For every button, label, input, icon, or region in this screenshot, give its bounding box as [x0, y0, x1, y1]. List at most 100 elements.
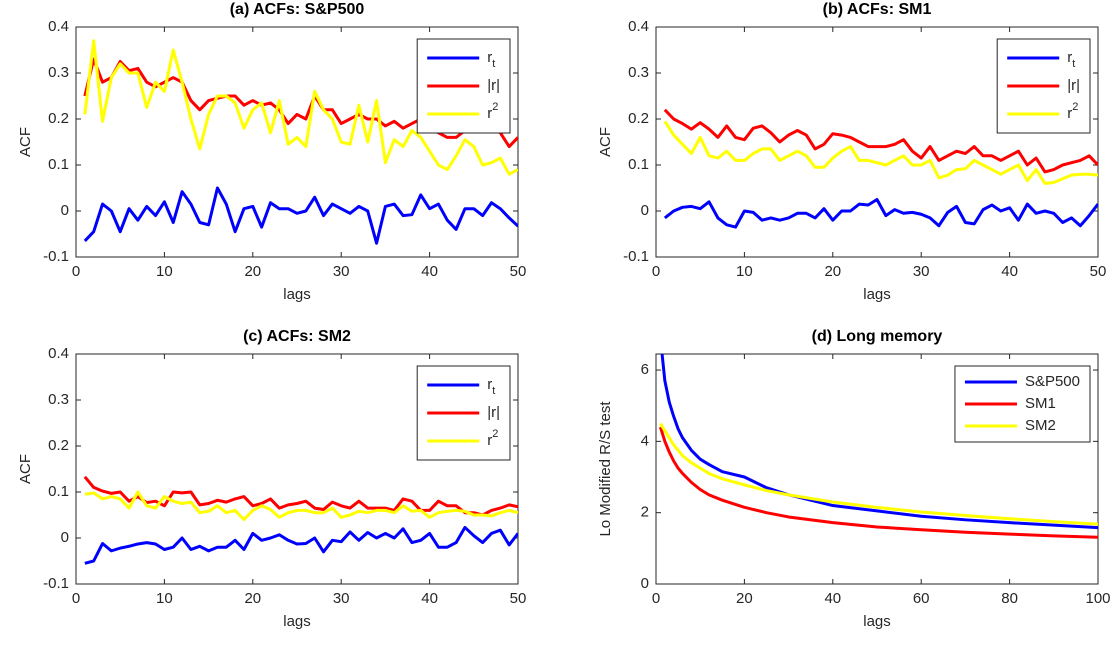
chart-title: (d) Long memory	[812, 328, 943, 345]
y-tick-label: 4	[641, 432, 649, 449]
series-line	[83, 186, 518, 245]
x-tick-label: 20	[244, 263, 261, 280]
series-line	[663, 198, 1098, 229]
legend-label: r2	[1067, 101, 1078, 122]
series-line	[660, 354, 1098, 530]
panel: (d) Long memory 0 20 40 60 80 100 0 2 4 6 lags Lo Mo…	[597, 328, 1111, 630]
y-tick-label: -0.1	[43, 575, 69, 592]
x-tick-label: 30	[913, 263, 930, 280]
axes-box	[655, 353, 1099, 585]
x-tick-label: 40	[1001, 263, 1018, 280]
axes-box	[655, 26, 1099, 258]
x-axis-label: lags	[863, 613, 891, 630]
y-tick-label: 0	[641, 202, 649, 219]
legend-label: rt	[1067, 49, 1075, 70]
axes-box	[75, 353, 519, 585]
legend-label: rt	[487, 376, 495, 397]
legend-label: |r|	[1067, 77, 1080, 94]
y-tick-label: 0	[61, 202, 69, 219]
series-line	[663, 120, 1098, 185]
y-tick-label: 0.3	[48, 64, 69, 81]
legend: rt |r| r2	[416, 365, 511, 461]
plot-lines	[83, 475, 518, 565]
series-line	[663, 108, 1098, 174]
x-tick-label: 10	[156, 263, 173, 280]
series-line	[83, 39, 518, 176]
x-tick-label: 60	[913, 590, 930, 607]
y-tick-label: 0.2	[48, 437, 69, 454]
y-tick-label: 0	[641, 575, 649, 592]
x-tick-label: 0	[652, 590, 660, 607]
axes-box	[75, 26, 519, 258]
series-line	[84, 490, 518, 522]
x-tick-label: 0	[72, 263, 80, 280]
y-tick-label: 0.1	[628, 156, 649, 173]
y-axis-label: ACF	[17, 454, 34, 484]
legend-label: r2	[487, 428, 498, 449]
x-axis-label: lags	[283, 286, 311, 303]
x-tick-label: 100	[1085, 590, 1110, 607]
x-tick-label: 10	[156, 590, 173, 607]
series-line	[83, 57, 518, 149]
chart-title: (b) ACFs: SM1	[823, 1, 932, 18]
x-tick-label: 10	[736, 263, 753, 280]
series-line	[84, 525, 518, 565]
x-tick-label: 80	[1001, 590, 1018, 607]
legend-label: |r|	[487, 77, 500, 94]
series-line	[83, 475, 518, 517]
x-tick-label: 40	[824, 590, 841, 607]
x-tick-label: 20	[824, 263, 841, 280]
y-tick-label: 0.2	[48, 110, 69, 127]
chart-title: (a) ACFs: S&P500	[230, 1, 365, 18]
y-tick-label: 2	[641, 504, 649, 521]
legend-label: r2	[487, 101, 498, 122]
y-tick-label: 0.4	[48, 345, 69, 362]
y-tick-label: -0.1	[623, 248, 649, 265]
y-tick-label: -0.1	[43, 248, 69, 265]
y-tick-label: 0	[61, 529, 69, 546]
legend: rt |r| r2	[416, 38, 511, 134]
chart-title: (c) ACFs: SM2	[243, 328, 351, 345]
y-tick-label: 0.1	[48, 156, 69, 173]
x-axis-label: lags	[283, 613, 311, 630]
x-tick-label: 20	[736, 590, 753, 607]
legend: S&P500 SM1 SM2	[954, 365, 1091, 443]
x-tick-label: 20	[244, 590, 261, 607]
x-tick-label: 50	[510, 263, 527, 280]
x-tick-label: 40	[421, 263, 438, 280]
plot-lines	[83, 39, 518, 245]
legend-label: SM2	[1025, 417, 1056, 434]
y-tick-label: 0.3	[628, 64, 649, 81]
legend-label: S&P500	[1025, 373, 1080, 390]
x-tick-label: 50	[510, 590, 527, 607]
legend: rt |r| r2	[996, 38, 1091, 134]
y-tick-label: 0.2	[628, 110, 649, 127]
y-axis-label: ACF	[17, 127, 34, 157]
legend-label: |r|	[487, 404, 500, 421]
x-tick-label: 0	[72, 590, 80, 607]
plot-lines	[658, 354, 1098, 539]
x-tick-label: 40	[421, 590, 438, 607]
plot-lines	[663, 108, 1098, 229]
y-tick-label: 6	[641, 361, 649, 378]
y-tick-label: 0.3	[48, 391, 69, 408]
series-line	[658, 426, 1098, 539]
y-tick-label: 0.4	[48, 18, 69, 35]
x-tick-label: 30	[333, 263, 350, 280]
y-tick-label: 0.1	[48, 483, 69, 500]
x-tick-label: 30	[333, 590, 350, 607]
series-line	[659, 422, 1098, 526]
y-axis-label: Lo Modified R/S test	[597, 401, 614, 537]
x-tick-label: 50	[1090, 263, 1107, 280]
y-axis-label: ACF	[597, 127, 614, 157]
legend-label: SM1	[1025, 395, 1056, 412]
x-tick-label: 0	[652, 263, 660, 280]
x-axis-label: lags	[863, 286, 891, 303]
legend-label: rt	[487, 49, 495, 70]
y-tick-label: 0.4	[628, 18, 649, 35]
